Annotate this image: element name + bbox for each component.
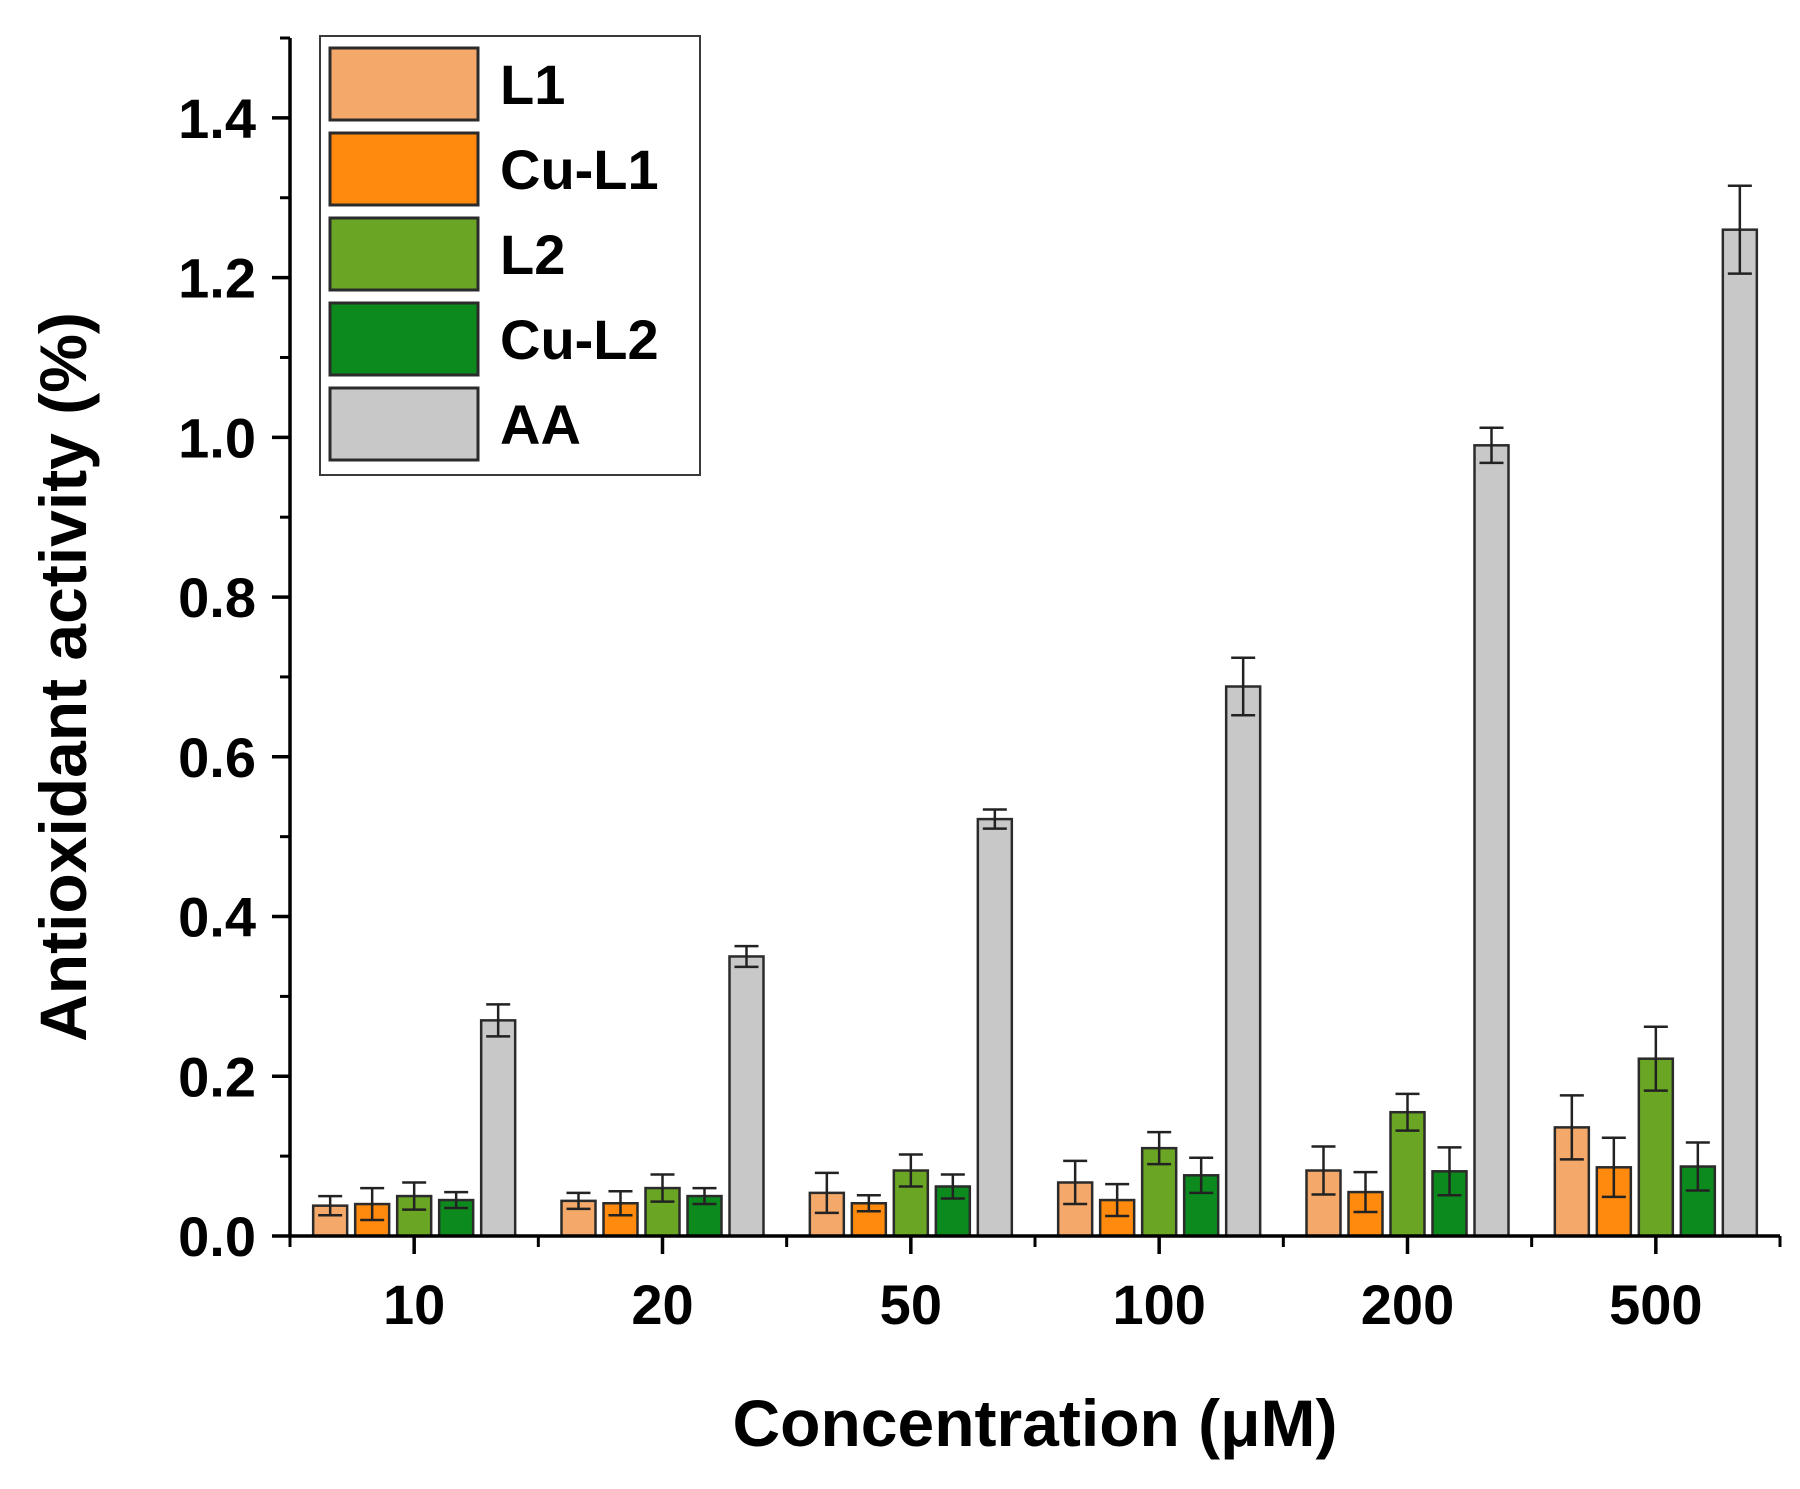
error-bar-cu-l1-50 [856,1194,881,1213]
y-tick-label: 1.0 [178,406,256,469]
legend-item-l1: L1 [328,46,565,122]
x-tick-label-50: 50 [880,1273,942,1336]
legend-swatch [328,46,480,122]
error-bar-l1-500 [1559,1094,1584,1161]
legend-label: Cu-L1 [500,138,659,201]
error-bar-cu-l2-100 [1189,1156,1214,1195]
error-bar-l1-20 [566,1191,591,1211]
error-bar-l2-200 [1395,1092,1420,1132]
legend: L1 Cu-L1 L2 Cu-L2 AA [319,35,701,476]
error-bar-l2-20 [650,1173,675,1203]
legend-label: AA [500,393,581,456]
bar-aa-200 [1473,444,1510,1238]
legend-item-cu-l2: Cu-L2 [328,301,659,377]
error-bar-aa-500 [1727,184,1752,275]
error-bar-cu-l1-20 [608,1190,633,1217]
y-tick-label: 0.2 [178,1045,256,1108]
bar-aa-100 [1224,685,1262,1238]
error-bar-l1-50 [814,1171,839,1215]
error-bar-l2-500 [1643,1025,1668,1092]
y-tick-label: 1.2 [178,247,256,310]
bar-aa-500 [1721,228,1759,1238]
legend-item-aa: AA [328,386,581,462]
error-bar-l2-50 [898,1153,923,1188]
legend-label: Cu-L2 [500,308,659,371]
x-tick-label-10: 10 [383,1273,445,1336]
error-bar-l1-10 [318,1194,343,1217]
x-tick-label-200: 200 [1361,1273,1454,1336]
bar-cu-l2-10 [437,1198,475,1238]
error-bars-layer [318,184,1752,1222]
legend-item-l2: L2 [328,216,565,292]
error-bar-l1-200 [1311,1145,1336,1196]
legend-item-cu-l1: Cu-L1 [328,131,659,207]
error-bar-cu-l1-10 [360,1186,385,1222]
bar-aa-50 [976,817,1014,1238]
x-tick-label-100: 100 [1112,1273,1205,1336]
x-axis-title: Concentration (μM) [733,1386,1338,1460]
error-bar-cu-l1-500 [1601,1136,1626,1199]
error-bar-aa-50 [982,808,1007,830]
error-bar-cu-l1-200 [1353,1170,1378,1214]
y-tick-label: 1.4 [178,87,256,150]
error-bar-aa-20 [734,944,759,969]
error-bar-cu-l2-200 [1437,1146,1462,1197]
error-bar-aa-200 [1479,426,1504,465]
error-bar-cu-l2-500 [1685,1141,1710,1192]
legend-swatch [328,386,480,462]
error-bar-cu-l2-50 [940,1173,965,1200]
y-tick-label: 0.4 [178,886,256,949]
error-bar-cu-l2-20 [692,1186,717,1206]
legend-label: L1 [500,53,565,116]
error-bar-l2-10 [402,1181,427,1211]
bar-aa-20 [728,955,765,1238]
y-tick-label: 0.8 [178,566,256,629]
error-bar-aa-100 [1231,656,1256,717]
y-tick-label: 0.0 [178,1205,256,1268]
x-tick-label-500: 500 [1609,1273,1702,1336]
x-tick-label-20: 20 [631,1273,693,1336]
legend-swatch [328,301,480,377]
error-bar-cu-l1-100 [1105,1182,1130,1218]
legend-label: L2 [500,223,565,286]
error-bar-aa-10 [486,1003,511,1038]
legend-swatch [328,131,480,207]
bar-aa-10 [479,1019,517,1238]
error-bar-cu-l2-10 [444,1190,469,1210]
legend-swatch [328,216,480,292]
axes-layer: 0.0 0.2 0.4 0.6 0.8 1.0 1.2 1.4 10 20 50 100 200 500 [178,36,1782,1336]
y-tick-label: 0.6 [178,726,256,789]
y-axis-title: Antioxidant activity (%) [26,312,100,1042]
error-bar-l2-100 [1147,1130,1172,1166]
error-bar-l1-100 [1063,1159,1088,1206]
